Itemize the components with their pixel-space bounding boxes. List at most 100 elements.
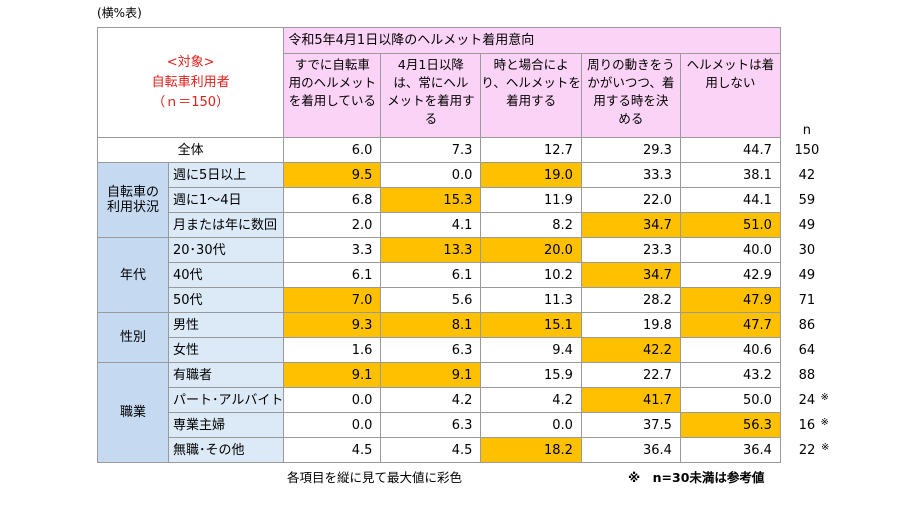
n-cell: 16 ※: [798, 416, 829, 433]
value-cell: 20.0: [480, 237, 582, 263]
value-cell: 10.2: [480, 262, 582, 288]
column-header: すでに自転車 用のヘルメット を着用している: [283, 53, 382, 138]
row-label: 女性: [167, 337, 285, 363]
value-cell: 1.6: [283, 337, 382, 363]
value-cell: 40.0: [679, 237, 781, 263]
data-row: 月または年に数回 2.0 4.1 8.2 34.7 51.0 49: [98, 212, 834, 238]
value-cell: 4.1: [380, 212, 482, 238]
group-label-line: 性別: [119, 330, 146, 345]
row-label: 月または年に数回: [167, 212, 285, 238]
n-cell: 86: [798, 317, 816, 333]
data-row: パート･アルバイト 0.0 4.2 4.2 41.7 50.0 24 ※: [98, 387, 834, 413]
column-header-line: る: [424, 111, 438, 126]
target-line: （ｎ＝150）: [152, 94, 230, 110]
header-group: 令和5年4月1日以降のヘルメット着用意向: [283, 27, 781, 54]
row-label: 50代: [167, 287, 285, 313]
n-cell: 22 ※: [798, 441, 830, 458]
column-header-line: 用しない: [705, 75, 756, 90]
value-cell: 41.7: [580, 387, 681, 413]
column-header-line: 着用する: [506, 93, 557, 108]
data-row: 女性 1.6 6.3 9.4 42.2 40.6 64: [98, 337, 834, 363]
value-cell: 43.2: [679, 362, 781, 388]
value-cell: 8.1: [380, 312, 482, 338]
value-cell: 8.2: [480, 212, 582, 238]
n-cell: 30: [798, 242, 816, 258]
value-cell: 6.1: [380, 262, 482, 288]
column-header: 周りの動きをう かがいつつ、着 用する時を決 める: [580, 53, 681, 138]
data-row: 職業 有職者 9.1 9.1 15.9 22.7 43.2 88: [97, 362, 834, 463]
group-label-line: 職業: [119, 405, 146, 420]
group-label-line: 利用状況: [106, 200, 159, 215]
note-mark: ※: [820, 416, 829, 428]
value-cell: 5.6: [380, 287, 482, 313]
column-header-line: を着用している: [288, 93, 376, 108]
value-cell: 56.3: [679, 412, 781, 438]
value-cell: 38.1: [679, 162, 781, 188]
value-cell: 4.5: [380, 437, 482, 463]
data-row: 年代 20･30代 3.3 13.3 20.0 23.3 40.0 30: [97, 237, 834, 313]
value-cell: 2.0: [283, 212, 382, 238]
value-cell: 9.3: [283, 312, 382, 338]
column-header-line: すでに自転車: [294, 57, 370, 72]
value-cell: 19.0: [480, 162, 582, 188]
n-cell: 64: [798, 342, 816, 358]
row-label: 有職者: [167, 362, 285, 388]
data-row: 40代 6.1 6.1 10.2 34.7 42.9 49: [98, 262, 834, 288]
row-label: 無職･その他: [167, 437, 285, 463]
n-header: n: [802, 122, 812, 138]
value-cell: 13.3: [380, 237, 482, 263]
value-cell: 51.0: [679, 212, 781, 238]
column-header: ヘルメットは着 用しない: [679, 53, 781, 138]
data-row: 50代 7.0 5.6 11.3 28.2 47.9 71: [98, 287, 834, 313]
value-cell: 0.0: [380, 162, 482, 188]
column-header: 時と場合によ り、ヘルメットを 着用する: [480, 53, 582, 138]
caption: (横%表): [97, 6, 142, 20]
data-row: 週に1～4日 6.8 15.3 11.9 22.0 44.1 59: [98, 187, 834, 213]
row-label: 週に5日以上: [167, 162, 285, 188]
data-row: 自転車の 利用状況 週に5日以上 9.5 0.0 19.0 33.3 38.1 42: [97, 162, 834, 238]
value-cell: 12.7: [480, 137, 582, 163]
value-cell: 7.0: [283, 287, 382, 313]
group-label: 年代: [97, 237, 169, 313]
row-label: 全体: [96, 137, 285, 163]
n-cell: 88: [798, 367, 816, 383]
note-mark: ※: [821, 441, 830, 453]
n-cell: 49: [798, 217, 816, 233]
column-header-line: 周りの動きをう: [587, 57, 675, 72]
value-cell: 11.9: [480, 187, 582, 213]
value-cell: 29.3: [580, 137, 681, 163]
table: <対象> 自転車利用者 （ｎ＝150） 令和5年4月1日以降のヘルメット着用意向 すでに…: [96, 27, 834, 463]
column-header-line: める: [618, 111, 644, 126]
value-cell: 34.7: [580, 262, 681, 288]
note-mark: ※: [820, 391, 829, 403]
value-cell: 3.3: [283, 237, 382, 263]
value-cell: 6.3: [380, 337, 482, 363]
value-cell: 11.3: [480, 287, 582, 313]
value-cell: 4.2: [480, 387, 582, 413]
value-cell: 47.7: [679, 312, 781, 338]
value-cell: 33.3: [580, 162, 681, 188]
value-cell: 22.7: [580, 362, 681, 388]
data-row: 性別 男性 9.3 8.1 15.1 19.8 47.7 86: [97, 312, 834, 363]
value-cell: 9.1: [380, 362, 482, 388]
n-cell: 42: [798, 167, 816, 183]
data-row: 無職･その他 4.5 4.5 18.2 36.4 36.4 22 ※: [98, 437, 834, 463]
group-label: 職業: [97, 362, 169, 463]
column-header-line: 用のヘルメット: [288, 75, 377, 90]
column-header-line: ヘルメットは着: [686, 57, 775, 72]
data-row: 専業主婦 0.0 6.3 0.0 37.5 56.3 16 ※: [98, 412, 834, 438]
value-cell: 15.9: [480, 362, 582, 388]
value-cell: 47.9: [679, 287, 781, 313]
value-cell: 36.4: [580, 437, 681, 463]
value-cell: 9.5: [283, 162, 382, 188]
value-cell: 9.1: [283, 362, 382, 388]
value-cell: 0.0: [283, 387, 382, 413]
group-label-line: 年代: [119, 267, 146, 283]
blank: [780, 28, 833, 54]
header-row: <対象> 自転車利用者 （ｎ＝150） 令和5年4月1日以降のヘルメット着用意向: [96, 27, 834, 138]
value-cell: 7.3: [380, 137, 482, 163]
target-line: 自転車利用者: [151, 74, 230, 90]
target-cell: <対象> 自転車利用者 （ｎ＝150）: [96, 27, 285, 138]
row-label: 男性: [167, 312, 285, 338]
value-cell: 6.3: [380, 412, 482, 438]
